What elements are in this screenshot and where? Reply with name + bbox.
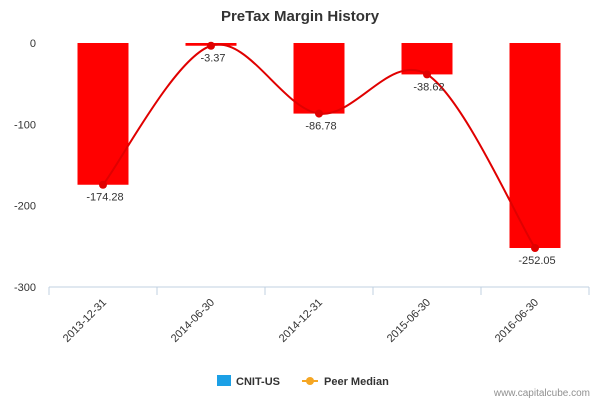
y-tick-label: -300: [14, 282, 36, 294]
legend: CNIT-US Peer Median: [217, 375, 389, 388]
bar-2016-06-30[interactable]: [509, 43, 561, 249]
x-tick-label-2014-12-31: 2014-12-31: [277, 297, 325, 345]
peer-median-point-2014-12-31[interactable]: [315, 109, 323, 118]
y-tick-label: -100: [14, 119, 36, 131]
x-tick-label-2014-06-30: 2014-06-30: [169, 297, 217, 345]
legend-label-peer[interactable]: Peer Median: [324, 376, 389, 388]
label-layer: -174.28 -3.37 -86.78 -38.62 -252.05: [86, 53, 555, 267]
y-tick-label: -200: [14, 201, 36, 213]
data-label-2014-06-30: -3.37: [200, 53, 225, 65]
bar-2013-12-31[interactable]: [77, 43, 129, 185]
x-tick-label-2013-12-31: 2013-12-31: [61, 297, 109, 345]
legend-swatch-cnit[interactable]: [217, 375, 231, 386]
credit-text: www.capitalcube.com: [493, 388, 590, 399]
bar-layer: [77, 43, 561, 249]
chart-title: PreTax Margin History: [221, 8, 380, 25]
peer-median-point-2016-06-30[interactable]: [531, 244, 539, 253]
line-layer: [99, 41, 539, 253]
legend-marker-peer[interactable]: [306, 377, 314, 385]
peer-median-point-2015-06-30[interactable]: [423, 70, 431, 79]
data-label-2015-06-30: -38.62: [413, 81, 444, 93]
data-label-2014-12-31: -86.78: [305, 121, 336, 133]
x-tick-label-2016-06-30: 2016-06-30: [493, 297, 541, 345]
x-tick-label-2015-06-30: 2015-06-30: [385, 297, 433, 345]
y-tick-label: 0: [30, 38, 36, 50]
data-label-2013-12-31: -174.28: [86, 192, 123, 204]
peer-median-point-2013-12-31[interactable]: [99, 180, 107, 189]
bar-2014-12-31[interactable]: [293, 43, 345, 114]
peer-median-point-2014-06-30[interactable]: [207, 41, 215, 50]
data-label-2016-06-30: -252.05: [518, 255, 555, 267]
legend-label-cnit[interactable]: CNIT-US: [236, 376, 280, 388]
